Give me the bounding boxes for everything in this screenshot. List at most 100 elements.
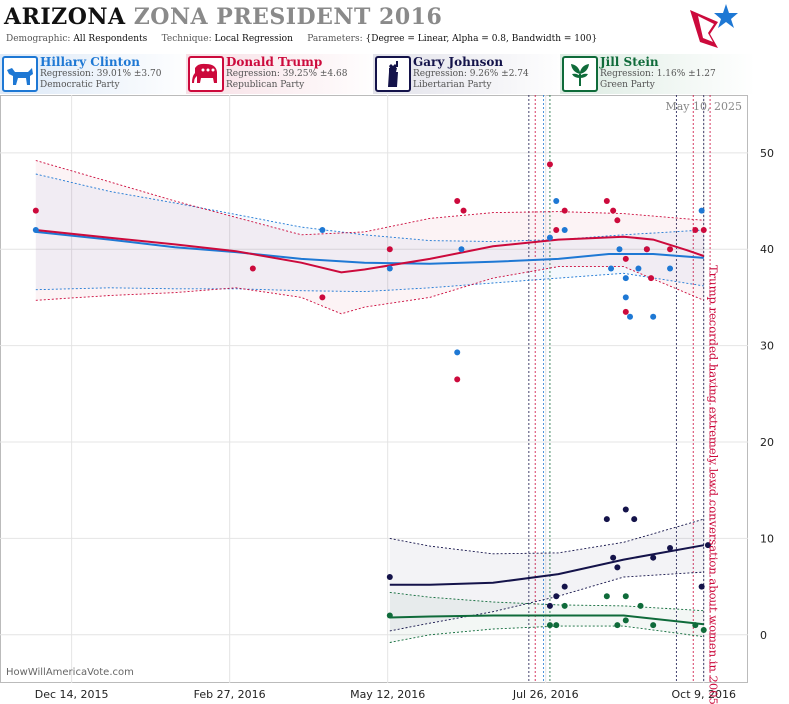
data-point (622, 617, 629, 624)
data-point (458, 246, 465, 253)
data-point (546, 622, 553, 629)
data-point (553, 593, 560, 600)
data-point (698, 207, 705, 214)
data-point (704, 542, 711, 549)
data-point (650, 313, 657, 320)
data-point (460, 207, 467, 214)
statue-of-liberty-icon (375, 56, 411, 92)
data-point (667, 246, 674, 253)
data-point (700, 226, 707, 233)
data-point (698, 583, 705, 590)
demographic-label: Demographic: (6, 34, 71, 44)
y-tick-label: 0 (760, 629, 767, 642)
data-point (386, 246, 393, 253)
data-point (627, 313, 634, 320)
data-point (546, 234, 553, 241)
technique-label: Technique: (161, 34, 212, 44)
data-point (553, 198, 560, 205)
upper-bound-line (35, 160, 704, 236)
candidate-regression: Regression: 39.01% ±3.70 (40, 69, 162, 79)
data-point (386, 265, 393, 272)
lower-bound-line (389, 571, 704, 632)
data-point (622, 275, 629, 282)
confidence-band (35, 160, 704, 314)
technique-value: Local Regression (214, 34, 293, 44)
y-tick-label: 30 (760, 340, 774, 353)
data-point (561, 226, 568, 233)
leaf-icon (562, 56, 598, 92)
y-tick-label: 20 (760, 436, 774, 449)
data-point (643, 246, 650, 253)
data-point (32, 226, 39, 233)
data-point (692, 622, 699, 629)
data-point (546, 161, 553, 168)
lower-bound-line (35, 266, 704, 315)
parameters-label: Parameters: (307, 34, 363, 44)
data-point (454, 349, 461, 356)
donkey-icon (2, 56, 38, 92)
data-point (700, 626, 707, 633)
candidate-johnson: Gary Johnson Regression: 9.26% ±2.74 Lib… (373, 54, 568, 94)
data-point (561, 583, 568, 590)
data-point (650, 622, 657, 629)
data-point (249, 265, 256, 272)
data-point (614, 622, 621, 629)
polling-chart: 0 10 20 30 40 50 Dec 14, 2015 Feb 27, 2016 May 1… (0, 95, 774, 704)
data-point (637, 602, 644, 609)
data-point (667, 545, 674, 552)
data-point (622, 308, 629, 315)
confidence-band (35, 174, 704, 292)
data-point (386, 573, 393, 580)
data-point (610, 554, 617, 561)
data-point (553, 226, 560, 233)
data-point (553, 622, 560, 629)
candidate-party: Libertarian Party (413, 80, 492, 90)
lower-bound-line (389, 625, 704, 643)
data-point (610, 207, 617, 214)
data-point (648, 275, 655, 282)
demographic-value: All Respondents (73, 34, 148, 44)
candidate-party: Green Party (600, 80, 655, 90)
candidate-stein: Jill Stein Regression: 1.16% ±1.27 Green… (560, 54, 755, 94)
trend-line (389, 614, 704, 626)
date-stamp: May 10, 2025 (665, 100, 742, 113)
trend-line (35, 229, 705, 274)
data-point (32, 207, 39, 214)
candidate-regression: Regression: 39.25% ±4.68 (226, 69, 348, 79)
data-point (603, 593, 610, 600)
data-point (608, 265, 615, 272)
candidate-regression: Regression: 9.26% ±2.74 (413, 69, 529, 79)
upper-bound-line (389, 518, 704, 555)
candidate-name: Gary Johnson (413, 55, 504, 69)
parameters-value: {Degree = Linear, Alpha = 0.8, Bandwidth… (365, 34, 598, 44)
watermark: HowWillAmericaVote.com (6, 667, 134, 678)
data-point (561, 602, 568, 609)
data-point (622, 255, 629, 262)
x-tick-label: Jul 26, 2016 (512, 688, 579, 701)
elephant-icon (188, 56, 224, 92)
data-point (622, 506, 629, 513)
data-point (454, 198, 461, 205)
data-point (616, 246, 623, 253)
candidate-clinton: Hillary Clinton Regression: 39.01% ±3.70… (0, 54, 195, 94)
upper-bound-line (35, 173, 704, 242)
annotation: Trump recorded having extremely lewd con… (707, 265, 721, 704)
candidate-party: Republican Party (226, 80, 305, 90)
data-point (622, 593, 629, 600)
y-tick-label: 50 (760, 147, 774, 160)
chart-parameters: Demographic: All Respondents Technique: … (6, 34, 597, 44)
data-point (561, 207, 568, 214)
candidate-name: Hillary Clinton (40, 55, 140, 69)
data-point (635, 265, 642, 272)
upper-bound-line (389, 591, 704, 612)
lower-bound-line (35, 272, 704, 293)
confidence-band (389, 592, 704, 643)
candidate-party: Democratic Party (40, 80, 120, 90)
trend-line (389, 544, 704, 586)
data-point (614, 564, 621, 571)
x-tick-label: Oct 9, 2016 (671, 688, 736, 701)
x-tick-label: May 12, 2016 (350, 688, 425, 701)
x-tick-label: Feb 27, 2016 (194, 688, 266, 701)
data-point (319, 226, 326, 233)
data-point (603, 516, 610, 523)
